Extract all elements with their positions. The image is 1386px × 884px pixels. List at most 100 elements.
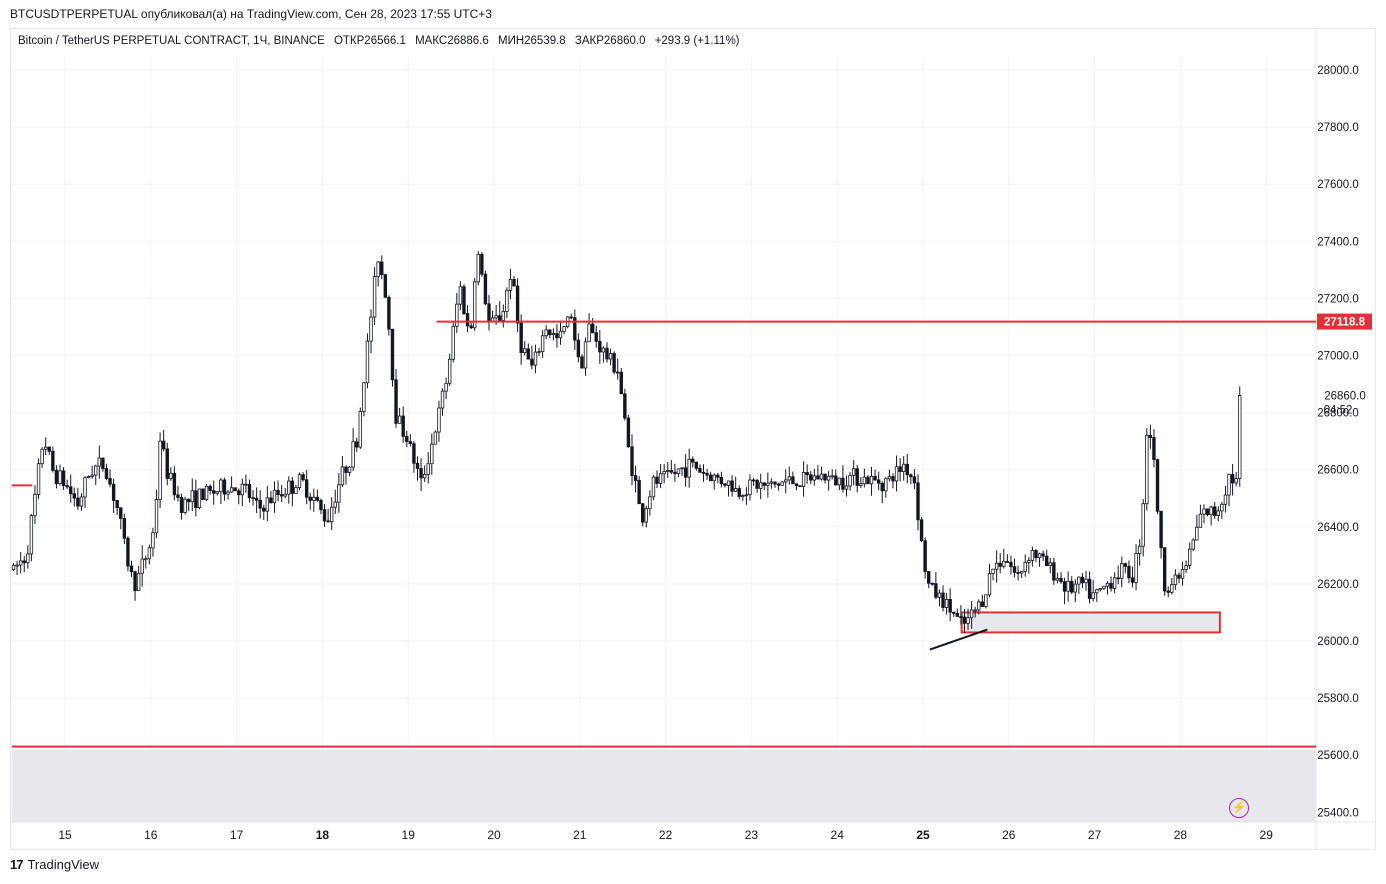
candle bbox=[158, 432, 162, 509]
candle bbox=[862, 468, 867, 488]
candle-body bbox=[262, 507, 266, 512]
price-axis[interactable]: 28000.0 27800.0 27600.0 27400.0 27200.0 27000… bbox=[1317, 65, 1372, 819]
candle bbox=[215, 491, 219, 496]
candle bbox=[540, 329, 545, 358]
candle-body bbox=[369, 316, 373, 342]
candle bbox=[440, 388, 445, 416]
candle bbox=[147, 544, 152, 565]
candle bbox=[104, 463, 109, 481]
candle bbox=[1223, 485, 1228, 513]
candle bbox=[773, 481, 777, 488]
candle-body bbox=[347, 466, 352, 473]
candle-body bbox=[190, 490, 194, 503]
candle-body bbox=[212, 490, 216, 494]
candle bbox=[515, 278, 520, 333]
candle-body bbox=[151, 532, 155, 549]
candle bbox=[673, 463, 677, 482]
candle bbox=[662, 464, 666, 484]
candle bbox=[301, 472, 305, 482]
candle bbox=[576, 333, 581, 363]
candle-body bbox=[115, 500, 119, 509]
candle-body bbox=[941, 592, 945, 608]
candle-body bbox=[455, 303, 459, 327]
candle bbox=[1041, 550, 1045, 562]
candle-body bbox=[437, 407, 441, 433]
candle-body bbox=[1120, 563, 1124, 579]
candle-body bbox=[90, 474, 94, 477]
candle-body bbox=[666, 470, 670, 472]
symbol-title[interactable]: Bitcoin / TetherUS PERPETUAL CONTRACT, 1… bbox=[18, 35, 325, 47]
candle-body bbox=[873, 475, 877, 481]
time-axis[interactable]: 15 16 17 18 19 20 21 22 23 24 25 26 27 28 29 bbox=[58, 828, 1273, 842]
candle-body bbox=[304, 479, 309, 498]
candle bbox=[1012, 558, 1017, 578]
lightning-icon[interactable]: ⚡ bbox=[1229, 798, 1249, 818]
candle bbox=[623, 388, 627, 421]
candle bbox=[687, 448, 691, 488]
candle-body bbox=[1055, 577, 1060, 581]
candle bbox=[369, 309, 373, 354]
x-tick-label: 21 bbox=[573, 828, 587, 842]
candle bbox=[866, 475, 870, 485]
candle bbox=[1187, 542, 1192, 570]
candle-body bbox=[687, 458, 691, 478]
tradingview-logo[interactable]: 17 TradingView bbox=[10, 857, 99, 872]
candle-body bbox=[719, 476, 724, 485]
candle bbox=[533, 344, 538, 374]
candle-body bbox=[884, 478, 888, 492]
candle bbox=[69, 474, 73, 503]
candle bbox=[1070, 576, 1074, 595]
candle-body bbox=[819, 473, 824, 480]
candle bbox=[966, 608, 970, 631]
candle bbox=[176, 486, 180, 502]
candle-body bbox=[1091, 592, 1095, 599]
candle bbox=[169, 466, 173, 481]
candle bbox=[458, 281, 463, 311]
candle bbox=[891, 473, 895, 489]
candle bbox=[480, 252, 484, 277]
candle bbox=[962, 608, 967, 634]
candle-body bbox=[415, 462, 420, 469]
candle bbox=[426, 452, 430, 484]
candle bbox=[469, 321, 473, 330]
candle bbox=[415, 456, 420, 481]
y-tick-label: 25600.0 bbox=[1317, 750, 1359, 762]
ohlc-close: ЗАКР26860.0 bbox=[574, 35, 646, 47]
candle bbox=[1230, 464, 1235, 496]
candle bbox=[179, 493, 184, 520]
candle-body bbox=[1080, 576, 1085, 584]
candle bbox=[65, 479, 69, 490]
candle bbox=[741, 494, 745, 501]
candle bbox=[154, 490, 159, 539]
candle-body bbox=[841, 477, 845, 490]
candle-body bbox=[254, 497, 259, 501]
candle-body bbox=[1066, 580, 1070, 592]
candle-body bbox=[147, 547, 152, 560]
candle-body bbox=[1209, 506, 1213, 516]
candle bbox=[297, 472, 302, 491]
candle bbox=[47, 446, 51, 455]
candle-body bbox=[784, 479, 788, 483]
candle bbox=[119, 507, 123, 530]
candle-body bbox=[641, 503, 645, 523]
candle bbox=[952, 611, 956, 617]
candle-body bbox=[79, 496, 84, 507]
candle bbox=[462, 284, 466, 315]
candle bbox=[1023, 554, 1027, 577]
candle-body bbox=[590, 323, 595, 334]
candle bbox=[1180, 561, 1185, 586]
candle-body bbox=[1098, 588, 1103, 591]
candle-body bbox=[372, 276, 377, 318]
candle-body bbox=[179, 497, 184, 513]
candle bbox=[437, 400, 441, 442]
candle-body bbox=[894, 466, 899, 482]
candle-body bbox=[944, 598, 949, 608]
published-line: BTCUSDTPERPETUAL опубликовал(а) на Tradi… bbox=[10, 7, 492, 21]
candle bbox=[372, 267, 377, 326]
candle-body bbox=[977, 601, 981, 611]
candle-body bbox=[33, 493, 37, 517]
candle-body bbox=[805, 472, 809, 476]
candle bbox=[837, 477, 842, 491]
candle-body bbox=[244, 483, 248, 486]
